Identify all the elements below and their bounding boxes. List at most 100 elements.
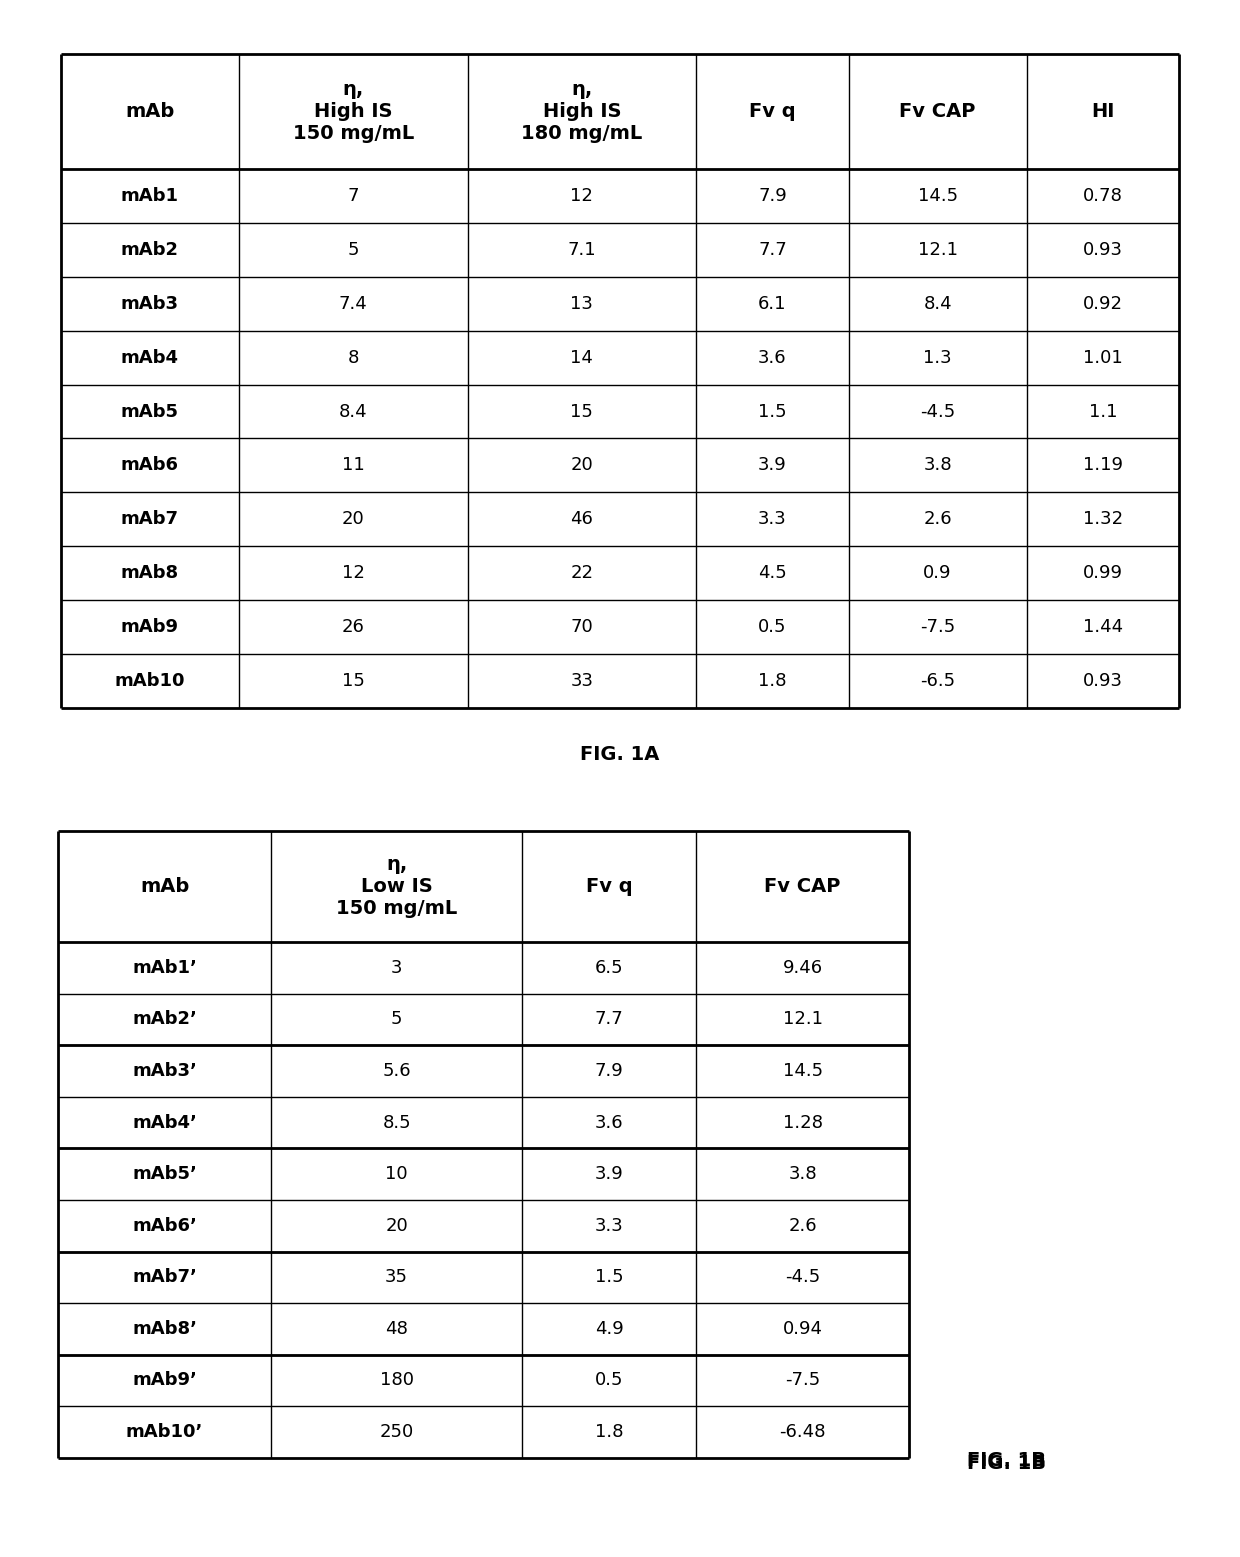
Text: 0.5: 0.5 [595,1372,624,1389]
Text: mAb5: mAb5 [122,403,179,420]
Text: mAb6’: mAb6’ [133,1216,197,1235]
Text: 3.3: 3.3 [758,511,787,528]
Text: 0.5: 0.5 [758,618,786,635]
Text: mAb7: mAb7 [122,511,179,528]
Text: -4.5: -4.5 [785,1269,820,1286]
Text: 26: 26 [342,618,365,635]
Text: 3.9: 3.9 [758,456,787,475]
Text: -6.48: -6.48 [779,1423,826,1442]
Text: 3.6: 3.6 [758,349,786,367]
Text: 3.9: 3.9 [595,1165,624,1183]
Text: 4.5: 4.5 [758,564,787,582]
Text: 0.78: 0.78 [1083,187,1122,206]
Text: 4.9: 4.9 [595,1320,624,1337]
Text: 7.1: 7.1 [568,241,596,258]
Text: mAb8: mAb8 [120,564,179,582]
Text: mAb: mAb [140,877,190,897]
Text: FIG. 1B: FIG. 1B [967,1451,1047,1470]
Text: 6.1: 6.1 [758,294,786,313]
Text: 0.92: 0.92 [1083,294,1122,313]
Text: 7.7: 7.7 [758,241,787,258]
Text: 0.93: 0.93 [1083,241,1122,258]
Text: η,
High IS
180 mg/mL: η, High IS 180 mg/mL [521,79,642,143]
Text: 12: 12 [570,187,593,206]
Text: mAb9’: mAb9’ [133,1372,197,1389]
Text: -7.5: -7.5 [920,618,955,635]
Text: mAb1: mAb1 [122,187,179,206]
Text: -4.5: -4.5 [920,403,955,420]
Text: 14.5: 14.5 [782,1062,822,1081]
Text: 11: 11 [342,456,365,475]
Text: mAb2’: mAb2’ [133,1010,197,1029]
Text: 1.5: 1.5 [595,1269,624,1286]
Text: -7.5: -7.5 [785,1372,820,1389]
Text: 0.9: 0.9 [924,564,952,582]
Text: 1.44: 1.44 [1083,618,1123,635]
Text: 12: 12 [342,564,365,582]
Text: 1.3: 1.3 [924,349,952,367]
Text: 5: 5 [347,241,358,258]
Text: 0.93: 0.93 [1083,671,1122,690]
Text: 0.99: 0.99 [1083,564,1122,582]
Text: mAb7’: mAb7’ [133,1269,197,1286]
Text: Fv q: Fv q [749,101,796,121]
Text: 7.7: 7.7 [595,1010,624,1029]
Text: mAb6: mAb6 [122,456,179,475]
Text: 1.28: 1.28 [782,1113,822,1132]
Text: 20: 20 [342,511,365,528]
Text: 9.46: 9.46 [782,959,822,976]
Text: 3.3: 3.3 [595,1216,624,1235]
Text: mAb1’: mAb1’ [133,959,197,976]
Text: 13: 13 [570,294,593,313]
Text: 1.19: 1.19 [1083,456,1122,475]
Text: mAb10’: mAb10’ [126,1423,203,1442]
Text: mAb3: mAb3 [122,294,179,313]
Text: 8.5: 8.5 [382,1113,410,1132]
Text: 70: 70 [570,618,593,635]
Text: -6.5: -6.5 [920,671,955,690]
Text: 10: 10 [386,1165,408,1183]
Text: mAb: mAb [125,101,175,121]
Text: 14.5: 14.5 [918,187,957,206]
Text: Fv q: Fv q [587,877,632,897]
Text: 1.32: 1.32 [1083,511,1123,528]
Text: Fv CAP: Fv CAP [764,877,841,897]
Text: 180: 180 [379,1372,414,1389]
Text: 8: 8 [347,349,358,367]
Text: 1.8: 1.8 [758,671,786,690]
Text: 7.4: 7.4 [339,294,367,313]
Text: 5: 5 [391,1010,402,1029]
Text: η,
High IS
150 mg/mL: η, High IS 150 mg/mL [293,79,414,143]
Text: 5.6: 5.6 [382,1062,410,1081]
Text: 15: 15 [570,403,593,420]
Text: 6.5: 6.5 [595,959,624,976]
Text: mAb4: mAb4 [122,349,179,367]
Text: 22: 22 [570,564,594,582]
Text: 2.6: 2.6 [924,511,952,528]
Text: FIG. 1A: FIG. 1A [580,744,660,764]
Text: 7: 7 [347,187,358,206]
Text: 20: 20 [570,456,593,475]
Text: 8.4: 8.4 [924,294,952,313]
Text: mAb10: mAb10 [114,671,185,690]
Text: HI: HI [1091,101,1115,121]
Text: 3.8: 3.8 [924,456,952,475]
Text: FIG. 1B: FIG. 1B [967,1454,1047,1473]
Text: 15: 15 [342,671,365,690]
Text: 12.1: 12.1 [782,1010,822,1029]
Text: 250: 250 [379,1423,414,1442]
Text: 2.6: 2.6 [789,1216,817,1235]
Text: 12.1: 12.1 [918,241,957,258]
Text: 7.9: 7.9 [758,187,787,206]
Text: 20: 20 [386,1216,408,1235]
Text: 46: 46 [570,511,593,528]
Text: 8.4: 8.4 [339,403,367,420]
Text: 3.8: 3.8 [789,1165,817,1183]
Text: 3: 3 [391,959,402,976]
Text: mAb9: mAb9 [122,618,179,635]
Text: mAb5’: mAb5’ [133,1165,197,1183]
Text: 33: 33 [570,671,594,690]
Text: 0.94: 0.94 [782,1320,822,1337]
Text: 1.01: 1.01 [1083,349,1122,367]
Text: 1.8: 1.8 [595,1423,624,1442]
